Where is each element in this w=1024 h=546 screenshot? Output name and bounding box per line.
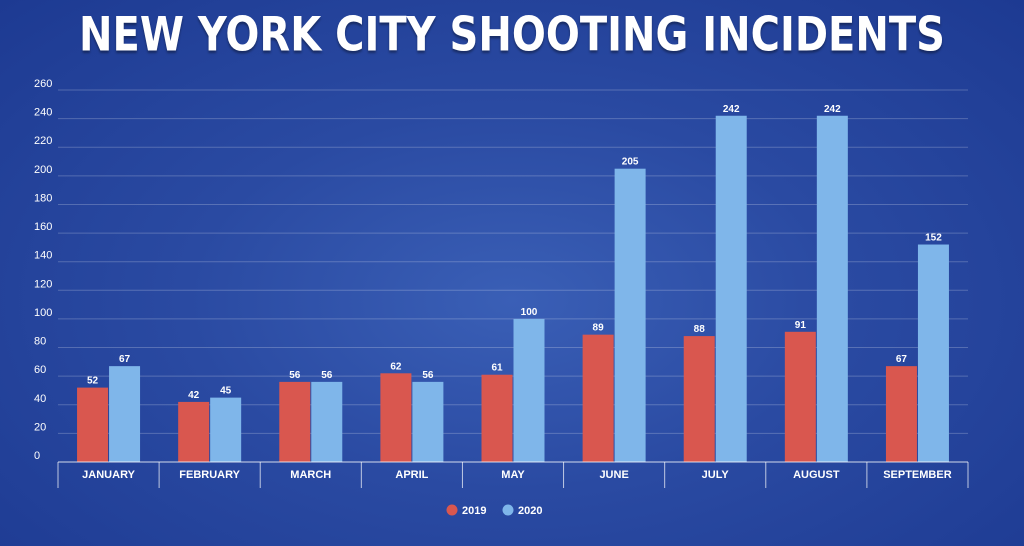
y-tick-label: 260 (34, 78, 52, 90)
data-label: 56 (289, 370, 301, 381)
data-label: 45 (220, 386, 232, 397)
data-label: 62 (390, 361, 402, 372)
chart-title: NEW YORK CITY SHOOTING INCIDENTS (79, 8, 945, 63)
bar-2020-january (109, 366, 141, 462)
bar-2020-april (412, 381, 444, 462)
bar-2020-august (816, 115, 848, 462)
bar-2020-february (210, 397, 242, 462)
data-label: 56 (321, 370, 333, 381)
data-label: 42 (188, 390, 200, 401)
data-label: 67 (119, 354, 131, 365)
y-tick-label: 160 (34, 221, 52, 233)
data-label: 242 (723, 104, 740, 115)
data-label: 205 (622, 157, 639, 168)
legend-swatch-2019 (446, 504, 458, 516)
bar-2019-june (582, 334, 614, 462)
y-tick-label: 100 (34, 307, 52, 319)
bar-2019-january (77, 387, 109, 462)
y-tick-label: 240 (34, 107, 52, 119)
bar-2020-june (614, 168, 646, 462)
y-tick-label: 180 (34, 192, 52, 204)
x-tick-label: SEPTEMBER (883, 469, 952, 481)
x-axis: JANUARY FEBRUARY MARCH APRIL MAY JUNE JULY AUGU… (57, 461, 969, 488)
y-axis-ticks: 0 20 40 60 80 100 120 140 160 180 200 220 240 260 (34, 78, 52, 462)
bar-2019-february (178, 401, 210, 462)
bar-2020-september (917, 244, 949, 462)
bars: 52 67 42 45 56 56 62 56 61 100 89 205 88 242 91 242 67 15… (77, 104, 949, 462)
x-tick-label: MAY (501, 469, 525, 481)
x-tick-label: FEBRUARY (179, 469, 240, 481)
gridlines (58, 89, 968, 434)
x-tick-label: MARCH (290, 469, 331, 481)
x-tick-label: JUNE (599, 469, 628, 481)
y-tick-label: 80 (34, 336, 46, 348)
x-tick-label: APRIL (395, 469, 428, 481)
data-label: 100 (521, 307, 538, 318)
data-label: 61 (491, 363, 503, 374)
bar-2019-march (279, 381, 311, 462)
y-tick-label: 120 (34, 278, 52, 290)
data-label: 67 (896, 354, 908, 365)
bar-2019-september (885, 366, 917, 462)
y-tick-label: 200 (34, 164, 52, 176)
bar-2019-april (380, 373, 412, 462)
y-tick-label: 20 (34, 421, 46, 433)
bar-2020-july (715, 115, 747, 462)
data-label: 56 (422, 370, 434, 381)
data-label: 91 (795, 320, 807, 331)
x-tick-label: AUGUST (793, 469, 840, 481)
data-label: 242 (824, 104, 841, 115)
legend-swatch-2020 (502, 504, 514, 516)
bar-2019-august (784, 331, 816, 462)
y-tick-label: 60 (34, 364, 46, 376)
data-label: 152 (925, 233, 942, 244)
y-tick-label: 140 (34, 250, 52, 262)
x-tick-label: JULY (702, 469, 730, 481)
bar-2019-july (683, 336, 715, 462)
data-label: 88 (694, 324, 706, 335)
bar-2020-march (311, 381, 343, 462)
x-tick-label: JANUARY (82, 469, 135, 481)
bar-2019-may (481, 374, 513, 462)
data-label: 52 (87, 376, 99, 387)
data-label: 89 (593, 323, 605, 334)
y-tick-label: 0 (34, 450, 40, 462)
y-tick-label: 40 (34, 393, 46, 405)
bar-2020-may (513, 318, 545, 462)
legend: 2019 2020 (446, 504, 542, 517)
legend-label-2020: 2020 (518, 505, 542, 517)
legend-label-2019: 2019 (462, 505, 486, 517)
y-tick-label: 220 (34, 135, 52, 147)
